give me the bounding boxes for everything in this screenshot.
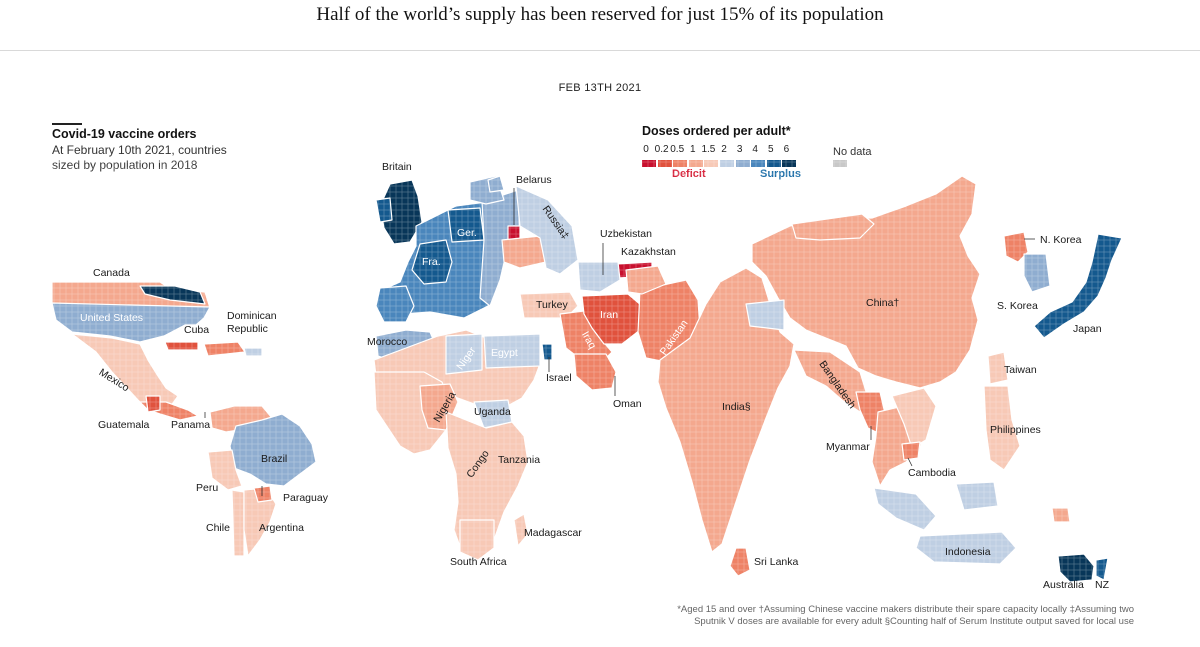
region-dominican-republic <box>203 341 246 357</box>
label-belarus: Belarus <box>516 174 552 186</box>
label-s-korea: S. Korea <box>997 300 1038 312</box>
footnote-line-2: Sputnik V doses are available for every … <box>694 616 1134 627</box>
label-canada: Canada <box>93 267 130 279</box>
headline: Half of the world’s supply has been rese… <box>316 4 884 25</box>
country-labels: Canada United States Mexico Cuba Dominic… <box>80 161 1110 591</box>
intro-rule <box>52 123 82 125</box>
region-cambodia <box>901 441 921 461</box>
label-britain: Britain <box>382 161 412 173</box>
region-guatemala <box>145 395 161 413</box>
legend-title: Doses ordered per adult* <box>642 124 791 138</box>
region-central-asia <box>577 261 621 293</box>
region-mexico <box>71 333 179 413</box>
region-paraguay <box>253 485 273 503</box>
label-tanzania: Tanzania <box>498 454 540 466</box>
label-india: India§ <box>722 401 751 413</box>
legend-tick: 3 <box>736 144 743 155</box>
label-sri-lanka: Sri Lanka <box>754 556 799 568</box>
region-new-zealand <box>1095 557 1109 581</box>
label-cambodia: Cambodia <box>908 467 956 479</box>
legend-tick: 5 <box>768 144 774 155</box>
label-uzbekistan: Uzbekistan <box>600 228 652 240</box>
label-chile: Chile <box>206 522 230 534</box>
legend-tick: 6 <box>783 144 790 155</box>
label-china: China† <box>866 297 899 309</box>
date-label: FEB 13TH 2021 <box>558 82 642 94</box>
legend-tick: 0.5 <box>670 144 685 155</box>
region-ireland <box>375 197 393 223</box>
region-cuba <box>164 341 199 351</box>
label-paraguay: Paraguay <box>283 492 329 504</box>
region-central-asia-grey <box>745 299 785 331</box>
label-france: Fra. <box>422 256 441 268</box>
region-caribbean <box>243 347 263 357</box>
label-dominican-republic-2: Republic <box>227 323 268 335</box>
label-n-korea: N. Korea <box>1040 234 1082 246</box>
label-brazil: Brazil <box>261 453 287 465</box>
label-japan: Japan <box>1073 323 1102 335</box>
label-argentina: Argentina <box>259 522 304 534</box>
region-borneo <box>955 481 999 511</box>
region-gulf <box>573 353 617 391</box>
region-indonesia-islands <box>873 487 937 531</box>
region-s-korea <box>1023 253 1051 293</box>
label-dominican-republic-1: Dominican <box>227 310 277 322</box>
label-nz: NZ <box>1095 579 1110 591</box>
region-israel <box>541 343 553 361</box>
legend-tick: 1 <box>690 144 696 155</box>
label-united-states: United States <box>80 312 143 324</box>
label-turkey: Turkey <box>536 299 568 311</box>
label-cuba: Cuba <box>184 324 209 336</box>
leader-cambodia <box>907 457 913 467</box>
label-oman: Oman <box>613 398 642 410</box>
header-divider <box>0 50 1200 51</box>
legend-tick: 4 <box>752 144 758 155</box>
region-iberia <box>375 285 415 323</box>
chart-title: Covid-19 vaccine orders <box>52 126 197 141</box>
label-leaders <box>204 188 1035 496</box>
footnote: *Aged 15 and over †Assuming Chinese vacc… <box>614 604 1134 628</box>
legend-ticks: 0 0.2 0.5 1 1.5 2 3 4 5 6 <box>642 144 902 158</box>
region-papua <box>1051 507 1071 523</box>
label-myanmar: Myanmar <box>826 441 870 453</box>
region-sri-lanka <box>729 547 751 577</box>
region-mongolia <box>791 213 875 241</box>
label-south-africa: South Africa <box>450 556 507 568</box>
label-israel: Israel <box>546 372 572 384</box>
region-brazil <box>229 413 317 487</box>
label-kazakhstan: Kazakhstan <box>621 246 676 258</box>
region-south-africa <box>459 519 495 561</box>
label-peru: Peru <box>196 482 218 494</box>
legend-tick: 2 <box>721 144 727 155</box>
region-chile <box>231 489 245 557</box>
label-iran: Iran <box>600 309 618 321</box>
label-madagascar: Madagascar <box>524 527 582 539</box>
label-morocco: Morocco <box>367 336 407 348</box>
chart-subtitle-line-1: At February 10th 2021, countries <box>52 142 227 157</box>
legend-tick: 0 <box>643 144 649 155</box>
region-australia <box>1057 553 1095 583</box>
legend-no-data-label: No data <box>833 146 872 158</box>
label-philippines: Philippines <box>990 424 1041 436</box>
legend-tick: 1.5 <box>701 144 716 155</box>
footnote-line-1: *Aged 15 and over †Assuming Chinese vacc… <box>677 604 1134 615</box>
label-guatemala: Guatemala <box>98 419 150 431</box>
label-panama: Panama <box>171 419 210 431</box>
label-egypt: Egypt <box>491 347 518 359</box>
label-taiwan: Taiwan <box>1004 364 1037 376</box>
region-ukraine <box>501 235 547 269</box>
label-australia: Australia <box>1043 579 1084 591</box>
label-germany: Ger. <box>457 227 477 239</box>
legend-tick: 0.2 <box>654 144 669 155</box>
label-uganda: Uganda <box>474 406 511 418</box>
label-indonesia: Indonesia <box>945 546 991 558</box>
